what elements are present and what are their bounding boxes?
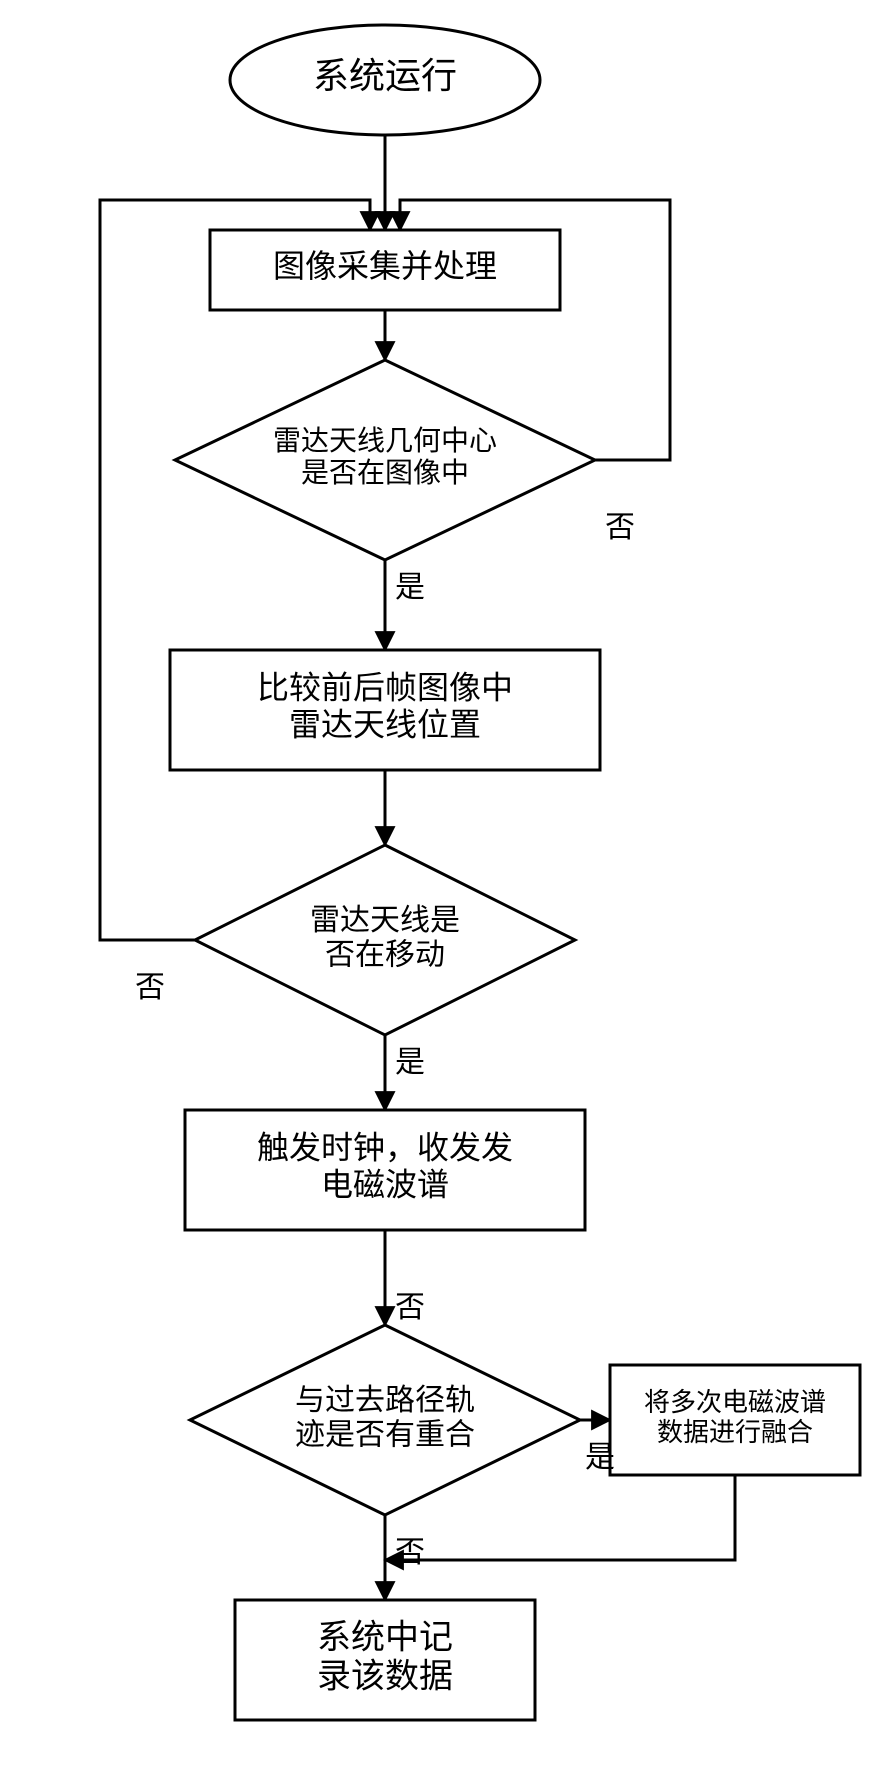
- node-text: 将多次电磁波谱数据进行融合: [644, 1388, 826, 1447]
- node-text: 比较前后帧图像中雷达天线位置: [257, 670, 513, 743]
- node-text: 系统运行: [313, 56, 457, 96]
- node-dec2: 雷达天线是否在移动: [195, 845, 575, 1035]
- edge-label-dec2_no: 否: [135, 971, 165, 1004]
- node-start: 系统运行: [230, 25, 540, 135]
- node-proc3: 触发时钟，收发发电磁波谱: [185, 1110, 585, 1230]
- edge-label-dec3_no: 否: [395, 1291, 425, 1324]
- node-proc1: 图像采集并处理: [210, 230, 560, 310]
- edge-label-dec1_no: 否: [605, 511, 635, 544]
- node-dec1: 雷达天线几何中心是否在图像中: [175, 360, 595, 560]
- node-text: 雷达天线是否在移动: [310, 904, 460, 972]
- node-text: 与过去路径轨迹是否有重合: [295, 1384, 475, 1452]
- edge-label-dec2_yes: 是: [395, 1046, 425, 1079]
- node-proc2: 比较前后帧图像中雷达天线位置: [170, 650, 600, 770]
- edge-label-dec3_no2: 否: [395, 1536, 425, 1569]
- flowchart-diagram: 系统运行图像采集并处理雷达天线几何中心是否在图像中比较前后帧图像中雷达天线位置雷…: [0, 0, 870, 1775]
- node-text: 图像采集并处理: [273, 248, 497, 284]
- node-proc4: 将多次电磁波谱数据进行融合: [610, 1365, 860, 1475]
- nodes-group: 系统运行图像采集并处理雷达天线几何中心是否在图像中比较前后帧图像中雷达天线位置雷…: [170, 25, 860, 1720]
- node-dec3: 与过去路径轨迹是否有重合: [190, 1325, 580, 1515]
- edge-label-dec1_yes: 是: [395, 571, 425, 604]
- node-proc5: 系统中记录该数据: [235, 1600, 535, 1720]
- edge-label-dec3_yes: 是: [585, 1441, 615, 1474]
